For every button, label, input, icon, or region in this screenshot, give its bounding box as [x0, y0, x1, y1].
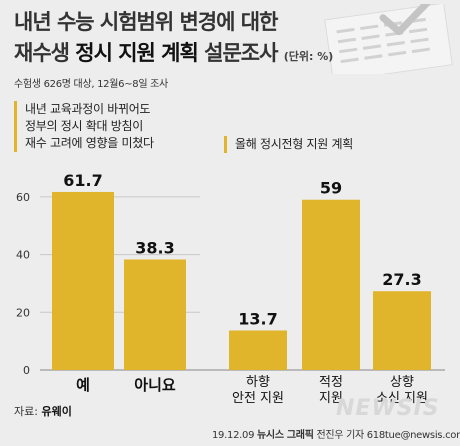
y-tick-label-40: 40 [16, 249, 30, 262]
source-name: 유웨이 [41, 405, 72, 418]
category-label-chart2-2-line0: 상향 [390, 375, 414, 390]
category-label-chart2-2-line1: 소신 지원 [376, 391, 428, 406]
data-label-chart2-2: 27.3 [382, 270, 421, 289]
title-prefix: 재수생 [14, 41, 76, 65]
unit-label: (단위: %) [283, 50, 334, 63]
data-label-chart1-1: 38.3 [135, 238, 174, 257]
title-bold: 정시 지원 계획 [75, 41, 199, 65]
category-label-chart2-1-line1: 지원 [319, 391, 343, 406]
page-title-line2: 재수생 정시 지원 계획 설문조사 (단위: %) [14, 37, 333, 67]
data-label-chart1-0: 61.7 [63, 171, 102, 190]
survey-info: 수험생 626명 대상, 12월6~8일 조사 [14, 79, 168, 90]
title-suffix: 설문조사 [197, 41, 278, 65]
category-label-chart2-1-line0: 적정 [319, 375, 343, 390]
credit-agency: 뉴시스 그래픽 [257, 430, 314, 441]
chart1-title-line3: 재수 고려에 영향을 미쳤다 [25, 136, 154, 150]
credit-line: 19.12.09 뉴시스 그래픽 전진우 기자 618tue@newsis.co… [212, 426, 460, 441]
bar-chart1-0 [52, 191, 114, 370]
data-label-chart2-1: 59 [320, 179, 342, 198]
source-prefix: 자료: [14, 405, 42, 418]
bar-chart2-1 [302, 199, 360, 370]
bar-chart1-1 [124, 259, 186, 370]
credit-date: 19.12.09 [212, 430, 258, 441]
page-title-line1: 내년 수능 시험범위 변경에 대한 [14, 10, 278, 34]
chart1-title: 내년 교육과정이 바뀌어도 정부의 정시 확대 방침이 재수 고려에 영향을 미… [14, 101, 154, 152]
category-label-chart1-0: 예 [76, 376, 90, 394]
answer-sheet-icon [324, 4, 453, 74]
chart2-title: 올해 정시전형 지원 계획 [224, 136, 353, 153]
chart1-title-line2: 정부의 정시 확대 방침이 [25, 119, 143, 133]
bar-chart2-0 [229, 330, 287, 370]
chart1-title-line1: 내년 교육과정이 바뀌어도 [25, 102, 151, 116]
y-tick-label-20: 20 [16, 306, 30, 319]
credit-rest: 전진우 기자 618tue@newsis.com [313, 430, 460, 441]
data-label-chart2-0: 13.7 [238, 309, 277, 328]
bar-chart2-2 [373, 291, 431, 370]
watermark: NEWSIS [336, 396, 440, 421]
y-tick-label-0: 0 [23, 364, 30, 377]
category-label-chart2-0-line1: 안전 지원 [232, 391, 284, 406]
category-label-chart2-0-line0: 하향 [246, 375, 270, 390]
category-label-chart1-1: 아니요 [134, 376, 176, 394]
y-tick-label-60: 60 [16, 191, 30, 204]
source-line: 자료: 유웨이 [14, 403, 72, 419]
